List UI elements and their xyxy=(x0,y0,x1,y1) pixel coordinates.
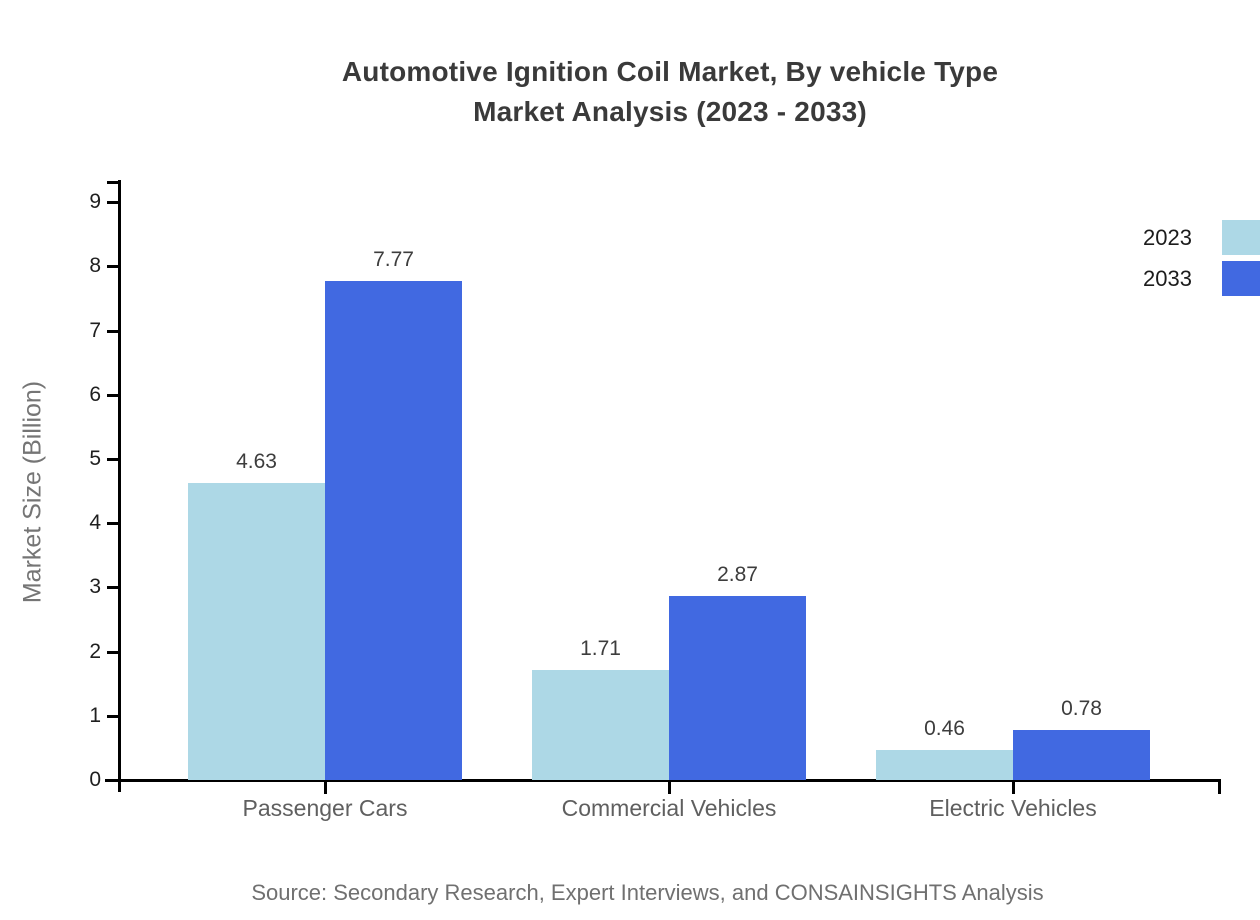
y-tick-label-4: 4 xyxy=(89,511,101,534)
x-axis-line xyxy=(105,779,1221,782)
y-tick-label-9: 9 xyxy=(89,190,101,213)
y-tick-5 xyxy=(107,458,121,461)
bar-2023-commercial-vehicles xyxy=(532,670,669,780)
legend-swatch-2023 xyxy=(1222,220,1260,255)
chart-title-line1: Automotive Ignition Coil Market, By vehi… xyxy=(341,56,999,87)
y-tick-0 xyxy=(107,779,121,782)
y-tick-label-5: 5 xyxy=(89,447,101,470)
legend: 2023 2033 xyxy=(1143,220,1260,296)
value-label-2023-electric-vehicles: 0.46 xyxy=(924,717,965,740)
value-label-2033-commercial-vehicles: 2.87 xyxy=(717,563,758,586)
y-tick-label-7: 7 xyxy=(89,319,101,342)
bar-2033-passenger-cars xyxy=(325,281,462,780)
y-tick-2 xyxy=(107,651,121,654)
y-tick-label-8: 8 xyxy=(89,254,101,277)
y-tick-4 xyxy=(107,522,121,525)
y-tick-1 xyxy=(107,715,121,718)
x-tick-passenger-cars xyxy=(324,781,327,794)
y-tick-3 xyxy=(107,586,121,589)
y-tick-label-3: 3 xyxy=(89,575,101,598)
y-tick-label-2: 2 xyxy=(89,640,101,663)
bar-2033-electric-vehicles xyxy=(1013,730,1150,780)
x-category-label-commercial-vehicles: Commercial Vehicles xyxy=(561,795,777,821)
y-tick-7 xyxy=(107,330,121,333)
y-axis-line xyxy=(118,180,121,792)
x-tick-commercial-vehicles xyxy=(668,781,671,794)
bar-2023-passenger-cars xyxy=(188,483,325,780)
legend-item-2033: 2033 xyxy=(1143,261,1260,296)
y-tick-label-0: 0 xyxy=(89,768,101,791)
y-tick-6 xyxy=(107,394,121,397)
legend-item-2023: 2023 xyxy=(1143,220,1260,255)
value-label-2023-passenger-cars: 4.63 xyxy=(236,450,277,473)
y-axis-title: Market Size (Billion) xyxy=(18,380,47,604)
x-category-label-passenger-cars: Passenger Cars xyxy=(242,795,408,821)
y-tick-label-1: 1 xyxy=(89,704,101,727)
x-category-label-electric-vehicles: Electric Vehicles xyxy=(929,795,1097,821)
source-note: Source: Secondary Research, Expert Inter… xyxy=(251,880,1044,905)
value-label-2023-commercial-vehicles: 1.71 xyxy=(580,637,621,660)
bar-2033-commercial-vehicles xyxy=(669,596,806,780)
x-axis-endcap-tick xyxy=(1218,781,1221,794)
legend-label-2023: 2023 xyxy=(1143,225,1192,250)
y-tick-9 xyxy=(107,201,121,204)
value-label-2033-passenger-cars: 7.77 xyxy=(373,248,414,271)
chart-title-line2: Market Analysis (2023 - 2033) xyxy=(473,96,867,127)
chart-title: Automotive Ignition Coil Market, By vehi… xyxy=(80,52,1260,132)
y-tick-label-6: 6 xyxy=(89,383,101,406)
x-tick-electric-vehicles xyxy=(1012,781,1015,794)
bar-2023-electric-vehicles xyxy=(876,750,1013,780)
legend-swatch-2033 xyxy=(1222,261,1260,296)
value-label-2033-electric-vehicles: 0.78 xyxy=(1061,697,1102,720)
y-axis-endcap-tick xyxy=(107,181,121,184)
legend-label-2033: 2033 xyxy=(1143,266,1192,291)
y-tick-8 xyxy=(107,265,121,268)
